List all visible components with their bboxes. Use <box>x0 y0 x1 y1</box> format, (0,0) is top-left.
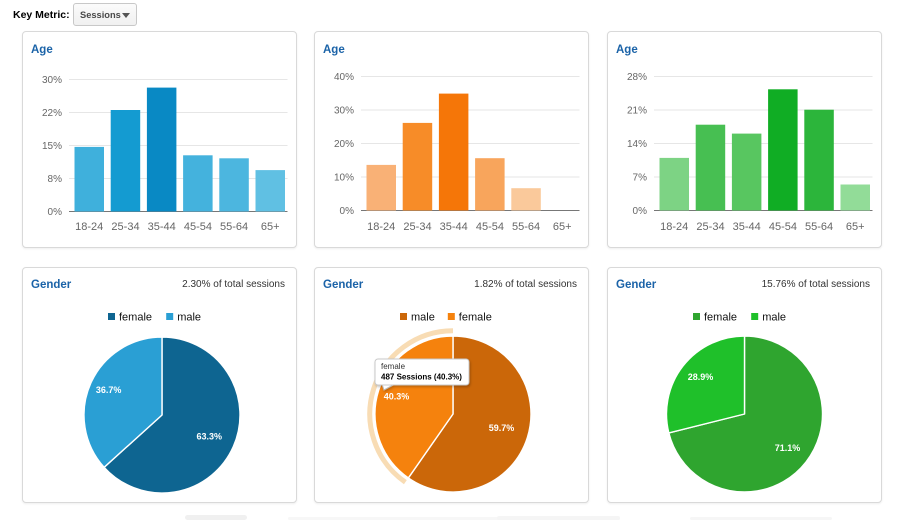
svg-text:20%: 20% <box>334 139 354 150</box>
svg-text:15%: 15% <box>42 141 62 152</box>
svg-text:71.1%: 71.1% <box>775 443 801 453</box>
svg-text:35-44: 35-44 <box>733 221 761 233</box>
svg-text:7%: 7% <box>633 173 648 184</box>
svg-text:45-54: 45-54 <box>769 221 797 233</box>
svg-text:Age: Age <box>616 44 638 56</box>
svg-text:25-34: 25-34 <box>696 221 724 233</box>
svg-text:25-34: 25-34 <box>403 221 431 233</box>
svg-text:Age: Age <box>31 44 53 56</box>
svg-text:36.7%: 36.7% <box>96 385 122 395</box>
svg-text:8%: 8% <box>48 174 63 185</box>
svg-text:0%: 0% <box>48 207 63 218</box>
svg-text:18-24: 18-24 <box>75 221 103 233</box>
svg-text:487 Sessions (40.3%): 487 Sessions (40.3%) <box>381 373 462 382</box>
svg-text:2.30% of total sessions: 2.30% of total sessions <box>182 279 285 290</box>
svg-text:18-24: 18-24 <box>367 221 395 233</box>
svg-text:male: male <box>411 312 435 324</box>
svg-text:28%: 28% <box>627 72 647 83</box>
svg-text:63.3%: 63.3% <box>197 431 223 441</box>
svg-text:10%: 10% <box>334 173 354 184</box>
svg-text:65+: 65+ <box>846 221 865 233</box>
svg-text:35-44: 35-44 <box>440 221 468 233</box>
svg-text:male: male <box>762 312 786 324</box>
svg-text:14%: 14% <box>627 139 647 150</box>
svg-text:female: female <box>119 312 152 324</box>
svg-text:Gender: Gender <box>31 279 72 291</box>
svg-text:Age: Age <box>323 44 345 56</box>
svg-text:25-34: 25-34 <box>111 221 139 233</box>
svg-text:40.3%: 40.3% <box>384 392 410 402</box>
svg-text:55-64: 55-64 <box>512 221 540 233</box>
svg-text:59.7%: 59.7% <box>489 423 515 433</box>
svg-text:21%: 21% <box>627 106 647 117</box>
svg-text:female: female <box>459 312 492 324</box>
svg-text:45-54: 45-54 <box>184 221 212 233</box>
svg-text:female: female <box>704 312 737 324</box>
svg-text:Gender: Gender <box>323 279 364 291</box>
svg-text:0%: 0% <box>633 206 648 217</box>
svg-text:30%: 30% <box>334 106 354 117</box>
svg-text:28.9%: 28.9% <box>688 372 714 382</box>
svg-text:55-64: 55-64 <box>220 221 248 233</box>
svg-text:18-24: 18-24 <box>660 221 688 233</box>
svg-text:female: female <box>381 362 406 371</box>
svg-text:65+: 65+ <box>553 221 572 233</box>
svg-text:0%: 0% <box>340 206 355 217</box>
svg-text:35-44: 35-44 <box>148 221 176 233</box>
svg-text:40%: 40% <box>334 72 354 83</box>
svg-text:Gender: Gender <box>616 279 657 291</box>
svg-text:55-64: 55-64 <box>805 221 833 233</box>
svg-text:30%: 30% <box>42 75 62 86</box>
svg-text:22%: 22% <box>42 108 62 119</box>
svg-text:male: male <box>177 312 201 324</box>
svg-text:15.76% of total sessions: 15.76% of total sessions <box>762 279 870 290</box>
svg-text:1.82% of total sessions: 1.82% of total sessions <box>474 279 577 290</box>
svg-text:65+: 65+ <box>261 221 280 233</box>
svg-text:45-54: 45-54 <box>476 221 504 233</box>
